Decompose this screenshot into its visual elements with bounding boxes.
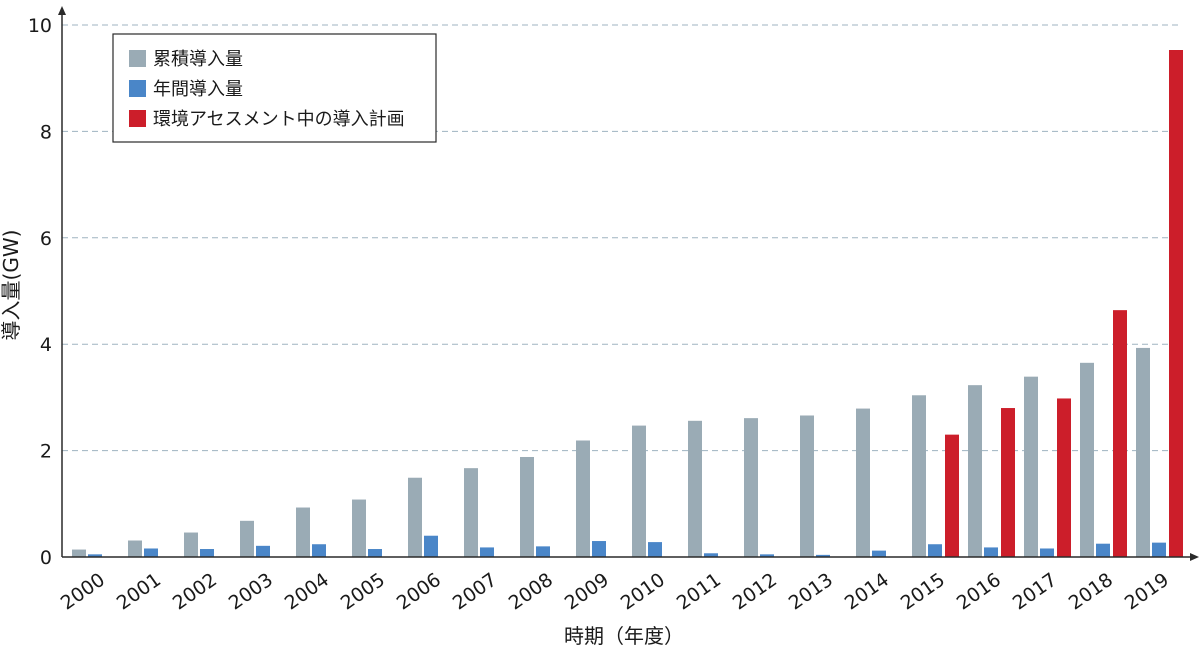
bar-cumulative-2004 <box>296 507 310 557</box>
bar-planned-2018 <box>1113 310 1127 557</box>
bar-cumulative-2000 <box>72 549 86 557</box>
x-tick-label: 2002 <box>169 569 221 615</box>
y-tick-label: 8 <box>40 121 52 143</box>
bar-planned-2016 <box>1001 408 1015 557</box>
x-tick-label: 2016 <box>953 569 1005 615</box>
bar-cumulative-2006 <box>408 477 422 557</box>
y-tick-label: 2 <box>40 441 52 463</box>
x-tick-label: 2006 <box>393 569 445 615</box>
bar-annual-2000 <box>88 554 102 557</box>
bar-annual-2012 <box>760 554 774 557</box>
bar-annual-2019 <box>1152 542 1166 557</box>
bar-cumulative-2010 <box>632 425 646 557</box>
bars <box>72 50 1183 558</box>
bar-annual-2014 <box>872 550 886 557</box>
x-tick-label: 2004 <box>281 569 333 615</box>
x-tick-label: 2018 <box>1065 569 1117 615</box>
bar-cumulative-2005 <box>352 499 366 557</box>
x-tick-label: 2000 <box>57 569 109 615</box>
bar-annual-2017 <box>1040 548 1054 557</box>
bar-cumulative-2002 <box>184 532 198 557</box>
bar-annual-2007 <box>480 547 494 557</box>
bar-cumulative-2017 <box>1024 376 1038 557</box>
x-tick-label: 2007 <box>449 569 501 615</box>
bar-annual-2011 <box>704 553 718 557</box>
bar-cumulative-2003 <box>240 520 254 557</box>
grid-lines <box>62 24 1182 452</box>
x-tick-label: 2013 <box>785 569 837 615</box>
legend-swatch-planned <box>129 110 146 127</box>
axes <box>58 6 1199 561</box>
x-tick-label: 2009 <box>561 569 613 615</box>
bar-annual-2006 <box>424 535 438 557</box>
y-tick-label: 10 <box>28 15 52 37</box>
bar-cumulative-2009 <box>576 440 590 557</box>
bar-annual-2003 <box>256 545 270 557</box>
bar-cumulative-2016 <box>968 385 982 557</box>
legend-swatch-cumulative <box>129 50 146 67</box>
x-tick-label: 2001 <box>113 569 165 615</box>
x-tick-labels: 2000 2001 2002 2003 2004 2005 2006 2007 2008 2009… <box>57 569 1173 615</box>
bar-cumulative-2014 <box>856 408 870 557</box>
bar-cumulative-2018 <box>1080 362 1094 557</box>
x-tick-label: 2011 <box>673 569 725 615</box>
legend-swatch-annual <box>129 80 146 97</box>
bar-annual-2015 <box>928 544 942 557</box>
bar-planned-2017 <box>1057 398 1071 557</box>
legend-box <box>112 33 437 143</box>
x-tick-label: 2003 <box>225 569 277 615</box>
bar-annual-2010 <box>648 542 662 557</box>
x-tick-label: 2019 <box>1121 569 1173 615</box>
x-tick-label: 2010 <box>617 569 669 615</box>
bar-annual-2008 <box>536 546 550 557</box>
legend-label-annual: 年間導入量 <box>153 79 243 100</box>
bar-cumulative-2015 <box>912 395 926 557</box>
x-tick-label: 2014 <box>841 569 893 615</box>
bar-planned-2015 <box>945 434 959 557</box>
x-axis-title: 時期（年度） <box>564 624 684 648</box>
bar-cumulative-2007 <box>464 468 478 557</box>
y-axis-arrow <box>58 6 66 15</box>
legend: 累積導入量 年間導入量 環境アセスメント中の導入計画 <box>112 33 437 143</box>
x-tick-label: 2005 <box>337 569 389 615</box>
x-tick-label: 2017 <box>1009 569 1061 615</box>
y-axis-title: 導入量(GW) <box>0 230 23 341</box>
bar-cumulative-2001 <box>128 540 142 557</box>
bar-annual-2016 <box>984 547 998 557</box>
bar-annual-2001 <box>144 548 158 557</box>
x-tick-label: 2015 <box>897 569 949 615</box>
bar-cumulative-2011 <box>688 420 702 557</box>
y-tick-label: 4 <box>40 334 52 356</box>
bar-cumulative-2008 <box>520 456 534 557</box>
bar-annual-2002 <box>200 549 214 557</box>
bar-annual-2004 <box>312 544 326 557</box>
bar-cumulative-2012 <box>744 418 758 557</box>
bar-cumulative-2019 <box>1136 347 1150 557</box>
legend-label-planned: 環境アセスメント中の導入計画 <box>153 109 405 130</box>
bar-cumulative-2013 <box>800 415 814 557</box>
y-tick-label: 0 <box>40 547 52 569</box>
bar-annual-2018 <box>1096 543 1110 557</box>
x-tick-label: 2008 <box>505 569 557 615</box>
bar-annual-2013 <box>816 554 830 557</box>
x-tick-label: 2012 <box>729 569 781 615</box>
y-tick-label: 6 <box>40 228 52 250</box>
bar-annual-2009 <box>592 541 606 557</box>
x-axis-arrow <box>1190 553 1199 561</box>
bar-annual-2005 <box>368 549 382 557</box>
y-tick-labels: 0 2 4 6 8 10 <box>28 15 52 569</box>
bar-planned-2019 <box>1169 50 1183 558</box>
legend-label-cumulative: 累積導入量 <box>153 49 243 70</box>
